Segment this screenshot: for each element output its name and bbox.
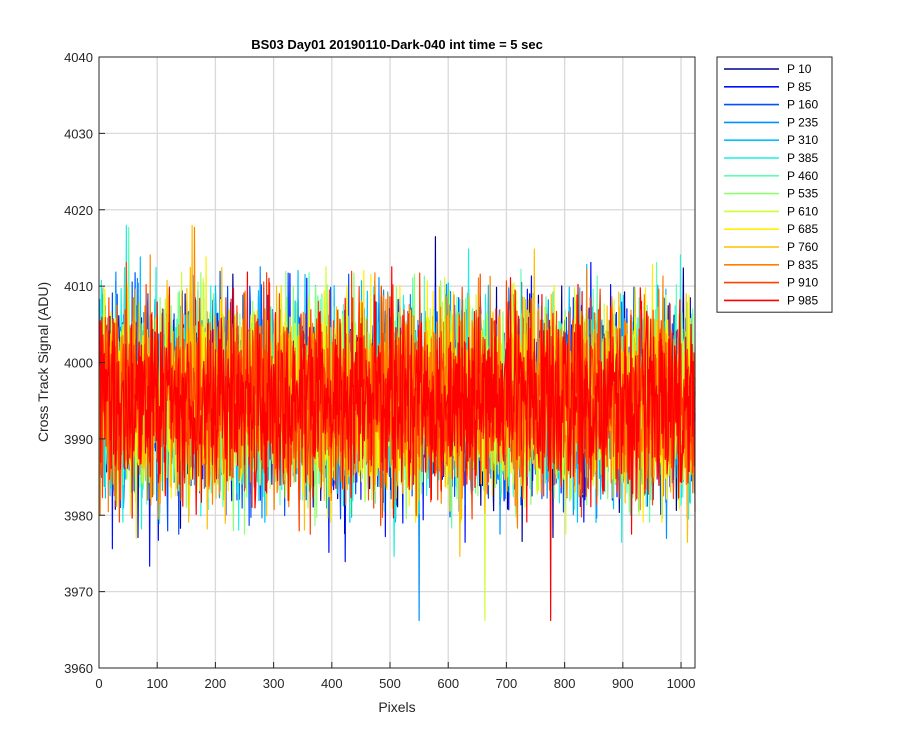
y-tick-label: 4020: [64, 203, 93, 218]
x-tick-label: 700: [496, 676, 518, 691]
y-tick-label: 4000: [64, 356, 93, 371]
x-axis-ticks: 0 100 200 300 400 500 600 700 800 900 1000: [95, 662, 695, 691]
legend-label: P 685: [787, 222, 818, 236]
chart-title: BS03 Day01 20190110-Dark-040 int time = …: [251, 37, 543, 52]
y-axis-label: Cross Track Signal (ADU): [35, 282, 51, 442]
x-tick-label: 800: [554, 676, 576, 691]
x-axis-label: Pixels: [378, 699, 415, 715]
legend-box: [716, 56, 833, 313]
legend: P 10 P 85 P 160 P 235 P 310 P 385 P 460 P 535 P …: [716, 56, 833, 313]
series-lines: [98, 224, 696, 622]
y-axis-ticks: 3960 3970 3980 3990 4000 4010 4020 4030 4040: [64, 50, 105, 676]
x-tick-label: 100: [146, 676, 168, 691]
x-tick-label: 0: [95, 676, 102, 691]
x-tick-label: 1000: [667, 676, 696, 691]
legend-label: P 910: [787, 276, 818, 290]
legend-label: P 310: [787, 133, 818, 147]
y-tick-label: 3960: [64, 661, 93, 676]
legend-label: P 610: [787, 204, 818, 218]
y-tick-label: 4030: [64, 126, 93, 141]
legend-label: P 85: [787, 80, 812, 94]
y-tick-label: 4010: [64, 279, 93, 294]
legend-label: P 10: [787, 62, 812, 76]
x-tick-label: 300: [263, 676, 285, 691]
legend-label: P 835: [787, 258, 818, 272]
x-tick-label: 200: [205, 676, 227, 691]
legend-label: P 385: [787, 151, 818, 165]
y-tick-label: 4040: [64, 50, 93, 65]
series-line-p985: [98, 266, 696, 622]
x-tick-label: 400: [321, 676, 343, 691]
x-tick-label: 500: [379, 676, 401, 691]
x-tick-label: 600: [437, 676, 459, 691]
legend-label: P 460: [787, 169, 818, 183]
legend-label: P 160: [787, 98, 818, 112]
legend-label: P 985: [787, 293, 818, 307]
legend-label: P 535: [787, 187, 818, 201]
legend-label: P 235: [787, 115, 818, 129]
x-tick-label: 900: [612, 676, 634, 691]
y-tick-label: 3980: [64, 508, 93, 523]
y-tick-label: 3970: [64, 585, 93, 600]
y-tick-label: 3990: [64, 432, 93, 447]
legend-label: P 760: [787, 240, 818, 254]
